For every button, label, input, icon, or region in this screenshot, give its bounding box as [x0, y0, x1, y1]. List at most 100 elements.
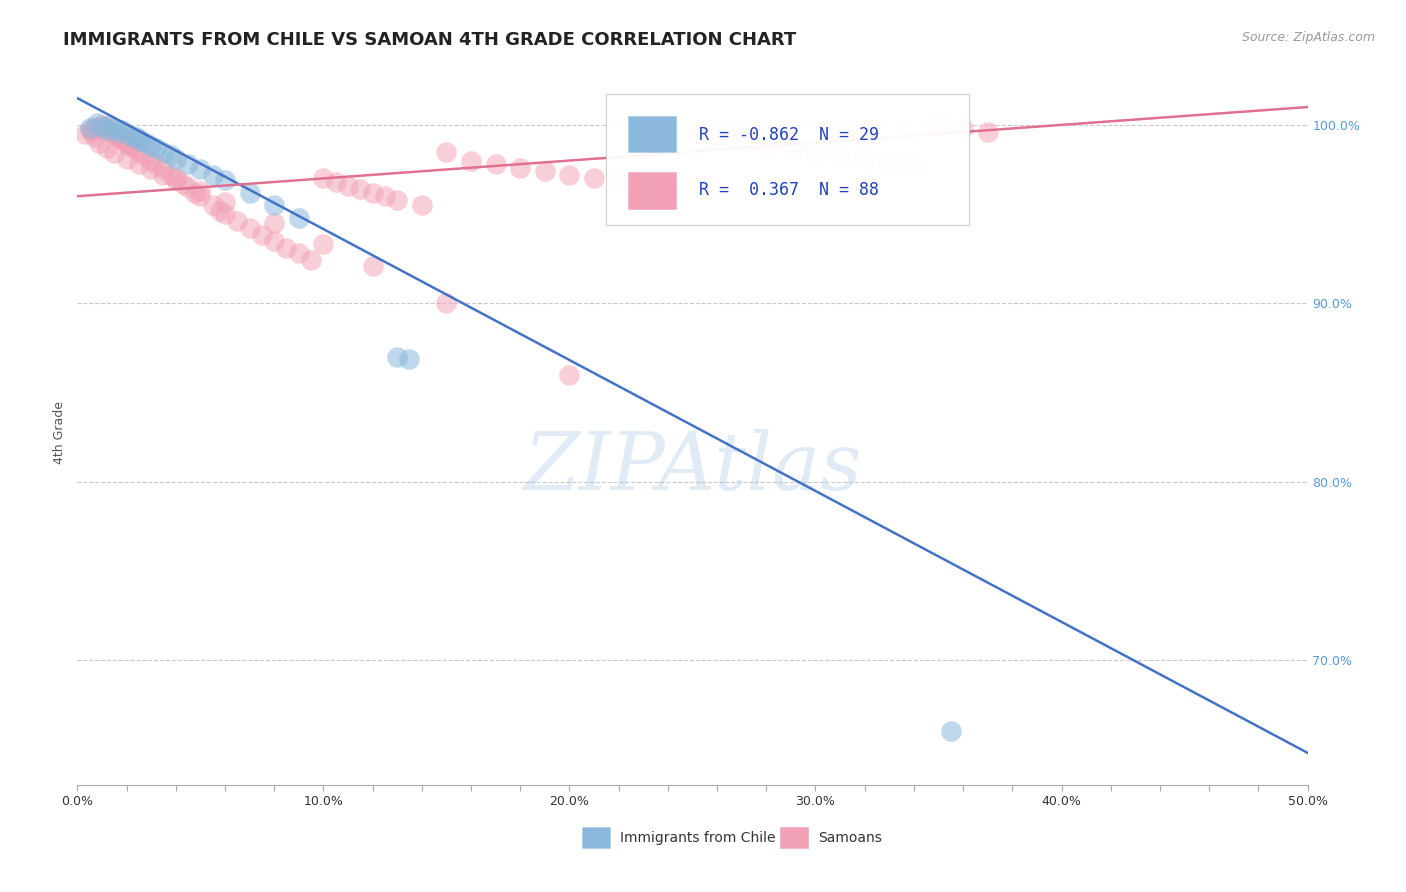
Point — [583, 171, 606, 186]
Text: Samoans: Samoans — [818, 830, 882, 845]
Point — [90, 118, 114, 132]
Point — [103, 146, 125, 161]
Point — [312, 237, 335, 252]
Point — [263, 234, 285, 248]
Point — [361, 186, 384, 200]
Text: IMMIGRANTS FROM CHILE VS SAMOAN 4TH GRADE CORRELATION CHART: IMMIGRANTS FROM CHILE VS SAMOAN 4TH GRAD… — [63, 31, 797, 49]
Point — [633, 178, 655, 193]
Point — [830, 148, 852, 162]
Point — [288, 246, 311, 260]
Point — [209, 203, 232, 218]
Point — [607, 175, 630, 189]
Point — [879, 155, 901, 169]
Point — [706, 130, 728, 145]
Point — [374, 189, 396, 203]
Point — [98, 118, 121, 132]
Point — [188, 189, 212, 203]
Point — [780, 141, 803, 155]
Point — [93, 120, 115, 134]
FancyBboxPatch shape — [628, 115, 676, 153]
Point — [239, 221, 262, 235]
Point — [105, 128, 128, 143]
Point — [145, 157, 167, 171]
Point — [160, 168, 183, 182]
Point — [804, 145, 827, 159]
Point — [96, 141, 118, 155]
Point — [73, 127, 96, 141]
Point — [188, 162, 212, 177]
Point — [152, 145, 174, 159]
Point — [385, 193, 409, 207]
Point — [89, 123, 111, 137]
Point — [98, 123, 121, 137]
Point — [135, 136, 157, 150]
Point — [361, 259, 384, 273]
Text: ZIPAtlas: ZIPAtlas — [523, 429, 862, 507]
Point — [141, 162, 163, 177]
Point — [411, 198, 433, 212]
Point — [105, 125, 128, 139]
Point — [485, 157, 508, 171]
Point — [83, 121, 105, 136]
Point — [132, 148, 155, 162]
Point — [731, 134, 754, 148]
Point — [145, 141, 167, 155]
Point — [115, 136, 138, 150]
Point — [436, 145, 458, 159]
Point — [152, 168, 174, 182]
Point — [165, 152, 187, 166]
Point — [657, 182, 679, 196]
Text: Source: ZipAtlas.com: Source: ZipAtlas.com — [1241, 31, 1375, 45]
Point — [177, 180, 200, 194]
Point — [86, 116, 108, 130]
Point — [188, 184, 212, 198]
Point — [436, 296, 458, 310]
Point — [398, 351, 420, 366]
Text: R = -0.862  N = 29: R = -0.862 N = 29 — [699, 126, 879, 144]
Point — [263, 198, 285, 212]
Point — [184, 186, 207, 200]
Point — [79, 121, 101, 136]
Point — [90, 120, 114, 134]
Point — [115, 127, 138, 141]
Point — [125, 130, 148, 145]
Point — [682, 127, 704, 141]
Point — [165, 173, 187, 187]
Y-axis label: 4th Grade: 4th Grade — [53, 401, 66, 464]
Point — [103, 127, 125, 141]
Point — [118, 137, 141, 152]
Point — [928, 118, 950, 132]
Point — [226, 214, 249, 228]
Point — [214, 173, 236, 187]
Point — [276, 241, 298, 255]
Point — [939, 724, 962, 739]
Point — [755, 137, 778, 152]
Point — [128, 132, 150, 146]
Point — [103, 121, 125, 136]
Point — [201, 198, 224, 212]
Text: R =  0.367  N = 88: R = 0.367 N = 88 — [699, 180, 879, 199]
Point — [325, 175, 347, 189]
Point — [96, 123, 118, 137]
Point — [128, 145, 150, 159]
Point — [558, 168, 581, 182]
Point — [160, 148, 183, 162]
Point — [111, 123, 132, 137]
Point — [115, 152, 138, 166]
Point — [312, 171, 335, 186]
Point — [121, 139, 143, 153]
Point — [509, 161, 531, 175]
Point — [337, 178, 360, 193]
Point — [112, 134, 135, 148]
Point — [121, 128, 143, 143]
Point — [349, 182, 371, 196]
Point — [89, 136, 111, 150]
Point — [108, 130, 131, 145]
Point — [299, 253, 322, 268]
Point — [558, 368, 581, 382]
Point — [239, 186, 262, 200]
Point — [172, 177, 194, 191]
Point — [460, 153, 482, 168]
Point — [903, 159, 925, 173]
FancyBboxPatch shape — [628, 172, 676, 209]
